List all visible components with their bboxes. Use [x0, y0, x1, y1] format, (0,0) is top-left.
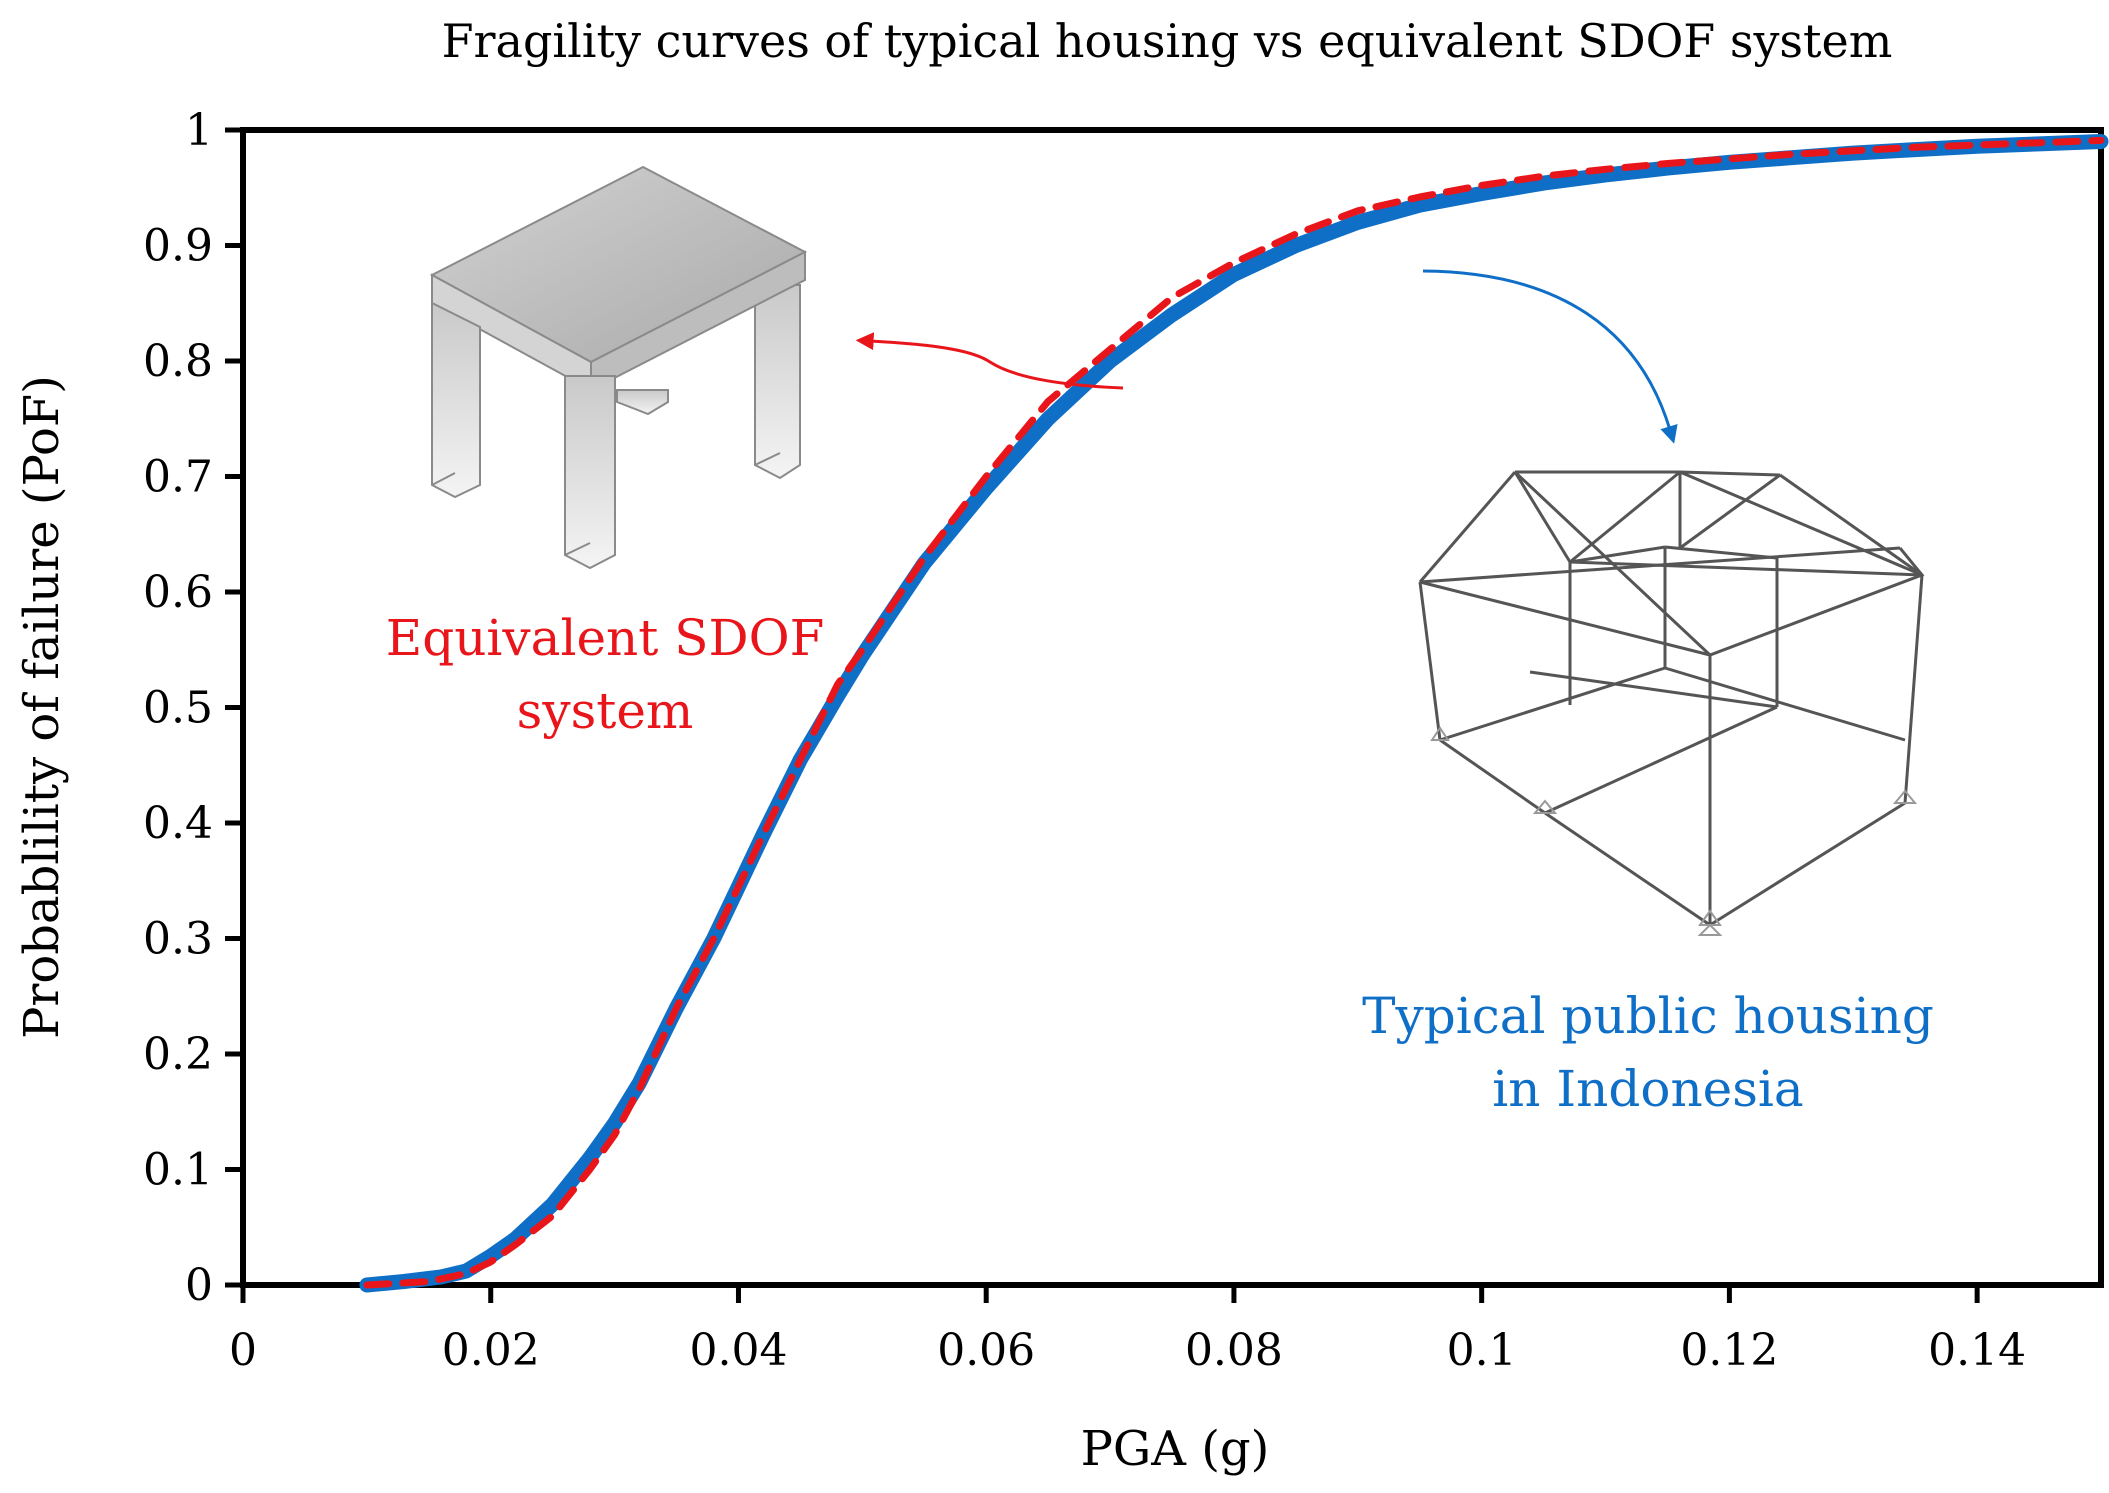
chart-title: Fragility curves of typical housing vs e… — [442, 14, 1893, 68]
x-tick-label: 0.06 — [937, 1325, 1035, 1376]
y-tick-label: 0 — [185, 1260, 213, 1311]
y-tick-label: 1 — [185, 105, 213, 156]
y-tick-label: 0.7 — [143, 452, 213, 503]
y-axis-label: Probablility of failure (PoF) — [14, 375, 70, 1039]
sdof-annotation-line2: system — [517, 682, 694, 740]
x-axis-label: PGA (g) — [1081, 1421, 1270, 1477]
y-tick-label: 0.8 — [143, 336, 213, 387]
housing-annotation-line2: in Indonesia — [1492, 1060, 1803, 1118]
sdof-annotation-line1: Equivalent SDOF — [386, 609, 825, 667]
housing-fragility-curve — [359, 134, 2109, 1293]
x-tick-label: 0.02 — [442, 1325, 540, 1376]
x-tick-label: 0.14 — [1928, 1325, 2026, 1376]
y-tick-label: 0.3 — [143, 914, 213, 965]
y-tick-label: 0.1 — [143, 1145, 213, 1196]
x-tick-label: 0.08 — [1185, 1325, 1283, 1376]
x-ticks: 0 0.02 0.04 0.06 0.08 0.1 0.12 0.14 — [229, 1285, 2026, 1376]
housing-arrow — [1422, 269, 1678, 444]
sdof-arrow — [855, 332, 1124, 390]
x-tick-label: 0.1 — [1447, 1325, 1517, 1376]
x-tick-label: 0 — [229, 1325, 257, 1376]
y-ticks: 0 0.1 0.2 0.3 0.4 0.5 0.6 0.7 0.8 0.9 1 — [143, 105, 243, 1311]
x-tick-label: 0.12 — [1680, 1325, 1778, 1376]
y-tick-label: 0.2 — [143, 1029, 213, 1080]
x-tick-label: 0.04 — [689, 1325, 787, 1376]
y-tick-label: 0.4 — [143, 798, 213, 849]
y-tick-label: 0.5 — [143, 683, 213, 734]
series-lines — [359, 134, 2109, 1293]
housing-frame-illustration — [1418, 470, 1925, 936]
sdof-fragility-curve — [363, 136, 2105, 1289]
housing-annotation-line1: Typical public housing — [1362, 987, 1934, 1045]
y-tick-label: 0.6 — [143, 567, 213, 618]
y-tick-label: 0.9 — [143, 221, 213, 272]
sdof-system-illustration — [429, 165, 808, 570]
